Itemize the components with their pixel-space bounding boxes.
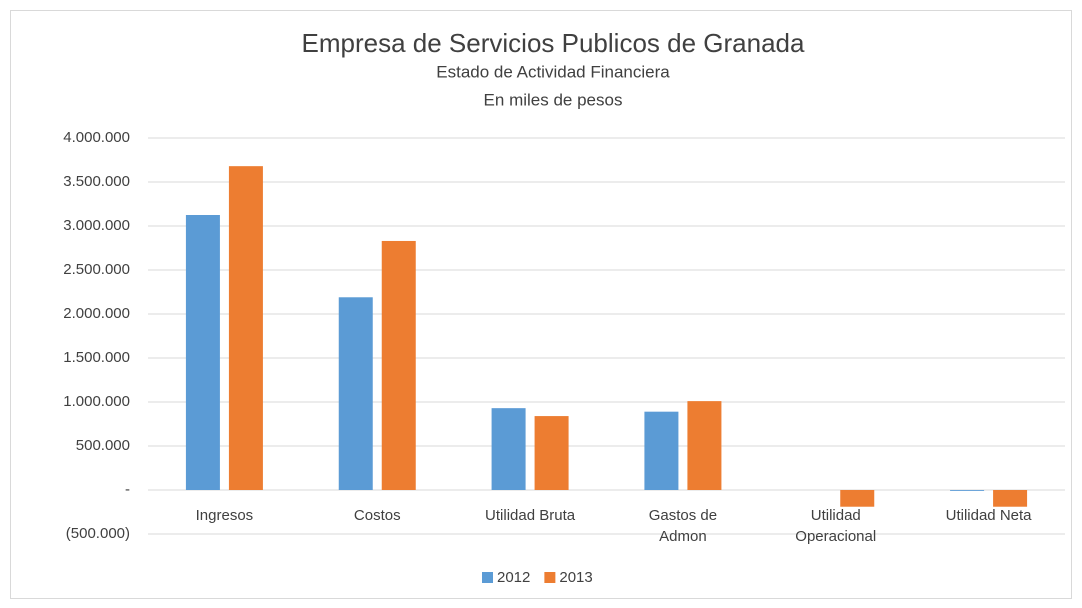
- bar: [950, 490, 985, 491]
- bar: [491, 408, 526, 490]
- legend-swatch: [544, 572, 556, 583]
- bar: [687, 401, 722, 490]
- legend-swatch: [482, 572, 493, 583]
- bar: [381, 240, 416, 490]
- y-tick-label: 1.000.000: [63, 393, 130, 410]
- bar: [338, 297, 373, 490]
- x-tick-label: Utilidad Bruta: [485, 507, 576, 524]
- x-tick-label: Costos: [353, 507, 401, 524]
- legend-label: 2012: [497, 569, 530, 586]
- y-tick-label: 2.000.000: [63, 305, 130, 322]
- bar: [185, 215, 220, 490]
- chart-subtitle: En miles de pesos: [484, 90, 623, 109]
- chart-subtitle: Estado de Actividad Financiera: [436, 62, 670, 81]
- x-tick-label: Utilidad Neta: [945, 507, 1032, 524]
- y-tick-label: -: [125, 481, 130, 498]
- chart-title: Empresa de Servicios Publicos de Granada: [302, 28, 805, 58]
- x-tick-label: Ingresos: [195, 507, 254, 524]
- x-tick-label: Gastos de Admon: [648, 507, 718, 545]
- x-tick-label: Utilidad Operacional: [795, 507, 877, 545]
- y-tick-label: 4.000.000: [63, 129, 130, 146]
- y-tick-label: 1.500.000: [63, 349, 130, 366]
- y-tick-label: 3.000.000: [63, 217, 130, 234]
- y-tick-label: (500.000): [66, 525, 130, 542]
- y-tick-label: 2.500.000: [63, 261, 130, 278]
- bar: [993, 490, 1028, 507]
- y-tick-label: 500.000: [76, 437, 130, 454]
- bar: [644, 411, 679, 490]
- bar: [534, 416, 569, 490]
- bar: [840, 490, 875, 507]
- bar: [228, 166, 263, 490]
- y-tick-label: 3.500.000: [63, 173, 130, 190]
- legend-label: 2013: [559, 569, 592, 586]
